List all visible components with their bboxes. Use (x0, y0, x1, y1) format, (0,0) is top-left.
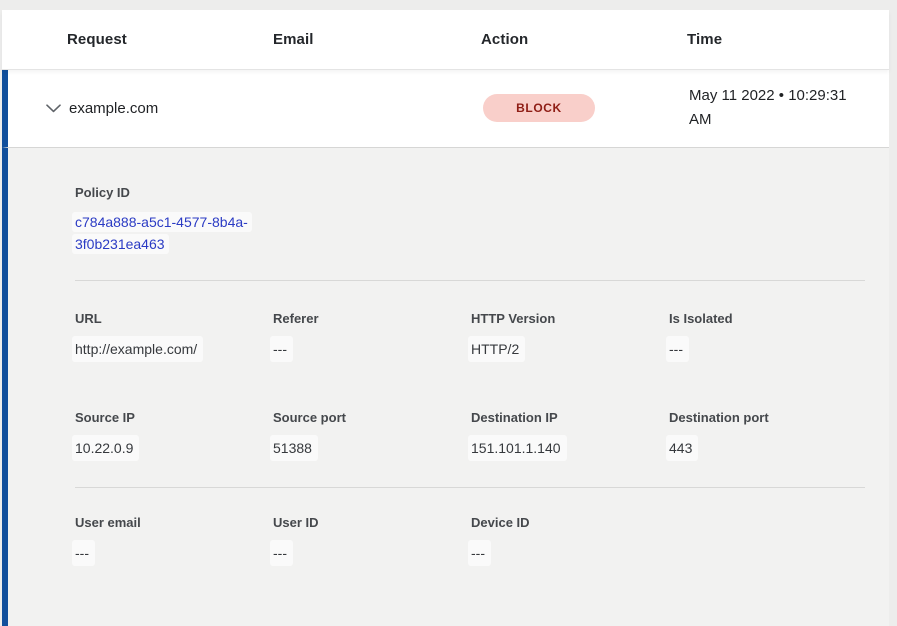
row-expander-button[interactable] (42, 97, 64, 119)
field-label: Source port (273, 410, 346, 425)
row-cell-time: May 11 2022 • 10:29:31 AM (689, 87, 847, 128)
field-label: HTTP Version (471, 311, 556, 326)
detail-field-destination-port: Destination port 443 (666, 409, 865, 461)
chevron-down-icon (45, 103, 61, 112)
field-value: 151.101.1.140 (468, 435, 567, 461)
detail-field-http-version: HTTP Version HTTP/2 (468, 310, 669, 362)
detail-field-source-port: Source port 51388 (270, 409, 471, 461)
field-label: Destination IP (471, 410, 558, 425)
detail-field-user-email: User email --- (72, 514, 273, 566)
section-divider (75, 487, 865, 488)
field-value: http://example.com/ (72, 336, 204, 362)
row-cell-request: example.com (69, 99, 159, 117)
field-label: Source IP (75, 410, 135, 425)
column-header-request: Request (67, 31, 127, 48)
detail-row-network: Source IP 10.22.0.9 Source port 51388 De… (72, 409, 865, 461)
column-header-action: Action (481, 31, 529, 48)
field-value: 51388 (270, 435, 318, 461)
field-value: --- (270, 336, 293, 362)
field-label: Referer (273, 311, 319, 326)
detail-field-device-id: Device ID --- (468, 514, 669, 566)
field-value: 443 (666, 435, 699, 461)
field-value: 10.22.0.9 (72, 435, 140, 461)
action-block-badge: BLOCK (483, 94, 595, 122)
field-label: URL (75, 311, 102, 326)
field-value: --- (666, 336, 689, 362)
field-label: Destination port (669, 410, 769, 425)
field-label: Device ID (471, 515, 530, 530)
detail-field-is-isolated: Is Isolated --- (666, 310, 865, 362)
column-header-email: Email (273, 31, 314, 48)
log-table-card: Request Email Action Time example.com BL… (2, 10, 889, 626)
row-cell-action: BLOCK (483, 94, 689, 122)
field-value: HTTP/2 (468, 336, 526, 362)
detail-row-http: URL http://example.com/ Referer --- HTTP… (72, 310, 865, 362)
detail-field-referer: Referer --- (270, 310, 471, 362)
detail-field-policy-id: Policy ID c784a888-a5c1-4577-8b4a-3f0b23… (72, 184, 865, 255)
field-label: User ID (273, 515, 319, 530)
table-header-row: Request Email Action Time (2, 10, 889, 69)
log-row-expanded[interactable]: example.com BLOCK May 11 2022 • 10:29:31… (2, 69, 889, 147)
field-label: User email (75, 515, 141, 530)
field-value: --- (468, 540, 491, 566)
policy-id-link[interactable]: c784a888-a5c1-4577-8b4a-3f0b231ea463 (72, 212, 252, 254)
field-label: Is Isolated (669, 311, 733, 326)
field-value: --- (270, 540, 293, 566)
detail-row-user: User email --- User ID --- Device ID --- (72, 514, 865, 566)
field-label: Policy ID (75, 185, 130, 200)
detail-field-user-id: User ID --- (270, 514, 471, 566)
detail-field-empty (669, 514, 865, 566)
detail-field-url: URL http://example.com/ (72, 310, 273, 362)
log-detail-panel: Policy ID c784a888-a5c1-4577-8b4a-3f0b23… (2, 147, 889, 626)
detail-field-destination-ip: Destination IP 151.101.1.140 (468, 409, 669, 461)
column-header-time: Time (687, 31, 723, 48)
section-divider (75, 280, 865, 281)
detail-field-source-ip: Source IP 10.22.0.9 (72, 409, 273, 461)
field-value: --- (72, 540, 95, 566)
